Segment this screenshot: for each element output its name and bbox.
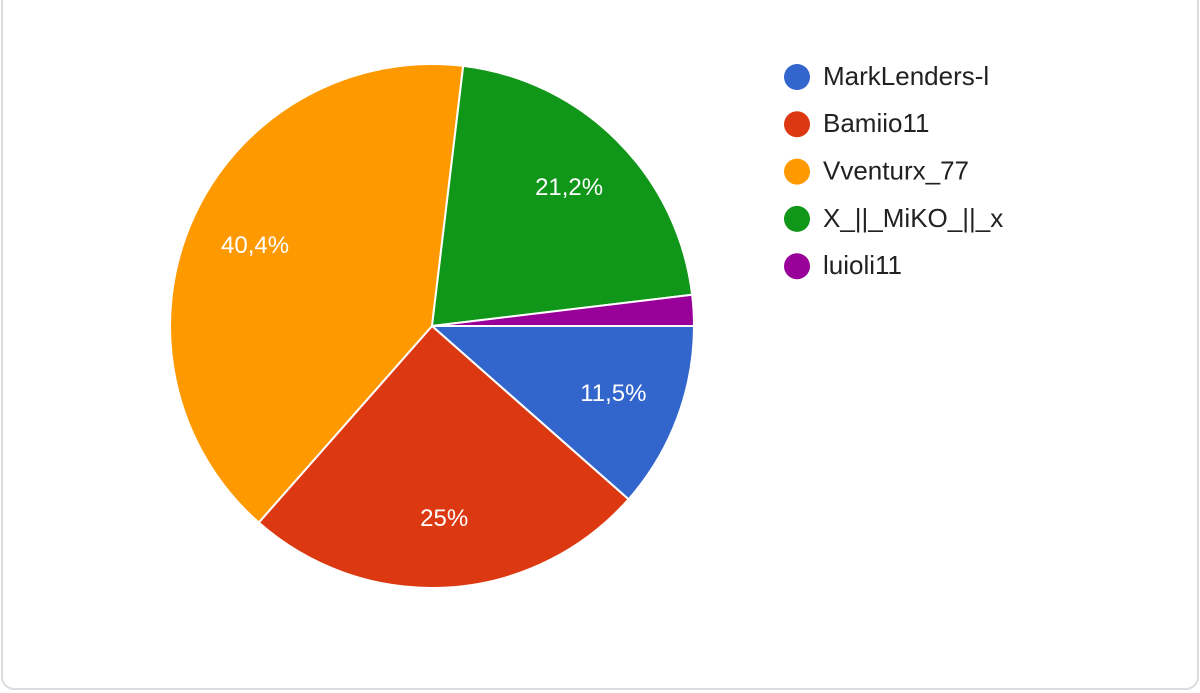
- legend-label: Vventurx_77: [823, 155, 969, 185]
- legend-label: luioli11: [823, 250, 902, 280]
- legend-swatch: [784, 253, 810, 280]
- legend-swatch: [784, 205, 810, 232]
- legend-label: Bamiio11: [823, 108, 929, 138]
- legend-label: X_||_MiKO_||_x: [823, 203, 1003, 233]
- legend-swatch: [784, 111, 810, 138]
- slice-label: 25%: [420, 505, 468, 532]
- pie-slice: [169, 63, 465, 524]
- legend-swatch: [784, 64, 810, 90]
- pie-slice: [429, 325, 696, 501]
- slice-label: 40,4%: [221, 232, 289, 259]
- pie-slice: [257, 324, 630, 589]
- pie-slice: [431, 293, 696, 327]
- pie-slice: [430, 64, 694, 328]
- slice-label: 21,2%: [535, 174, 603, 201]
- slice-label: 11,5%: [580, 380, 646, 407]
- legend-swatch: [784, 158, 810, 185]
- legend-label: MarkLenders-l: [823, 61, 989, 91]
